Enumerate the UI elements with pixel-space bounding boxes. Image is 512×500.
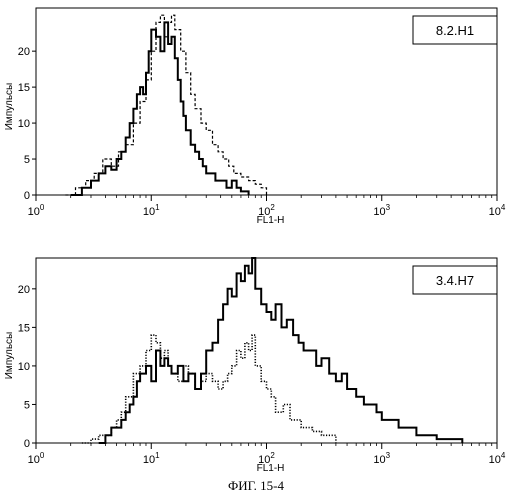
histogram-panel-bottom: 05101520100101102103104FL1-HИмпульсы3.4.… (4, 258, 506, 474)
y-tick-label: 15 (18, 322, 30, 334)
y-tick-label: 10 (18, 118, 30, 130)
x-axis-label: FL1-H (257, 215, 285, 226)
series-line-solid (71, 22, 249, 195)
x-tick-label: 100 (28, 451, 45, 466)
y-tick-label: 10 (18, 361, 30, 373)
series-line-solid (99, 258, 463, 443)
y-tick-label: 0 (24, 190, 30, 202)
x-axis-label: FL1-H (257, 463, 285, 474)
x-tick-label: 103 (373, 451, 390, 466)
y-axis-label: Импульсы (4, 83, 15, 131)
sample-label: 8.2.H1 (436, 23, 474, 38)
y-tick-label: 20 (18, 46, 30, 58)
histogram-panel-top: 05101520100101102103104FL1-HИмпульсы8.2.… (4, 8, 506, 226)
y-tick-label: 5 (24, 154, 30, 166)
y-tick-label: 15 (18, 82, 30, 94)
y-tick-label: 0 (24, 438, 30, 450)
x-tick-label: 103 (373, 203, 390, 218)
x-tick-label: 104 (489, 203, 506, 218)
figure-caption: ФИГ. 15-4 (0, 478, 512, 494)
y-tick-label: 5 (24, 399, 30, 411)
x-tick-label: 101 (143, 451, 160, 466)
x-tick-label: 104 (489, 451, 506, 466)
x-tick-label: 100 (28, 203, 45, 218)
y-axis-label: Импульсы (4, 332, 15, 380)
x-tick-label: 101 (143, 203, 160, 218)
series-line-dashed (65, 15, 266, 195)
sample-label: 3.4.H7 (436, 273, 474, 288)
y-tick-label: 20 (18, 284, 30, 296)
